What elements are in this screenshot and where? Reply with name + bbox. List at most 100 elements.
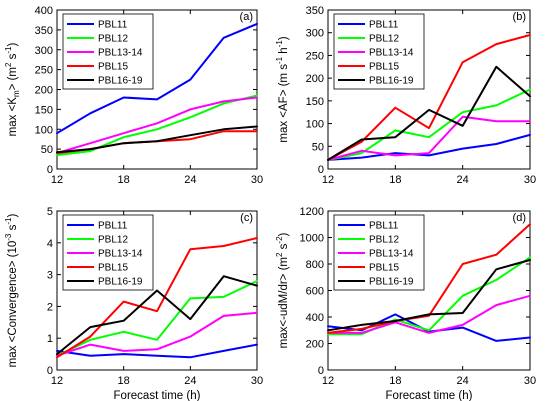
series-line-pbl12 <box>327 88 531 161</box>
series-line-pbl12 <box>56 94 258 157</box>
series-line-pbl15 <box>56 237 258 359</box>
panel-a: 0 50 100 150 200 250 300 350 400 12 18 24 30 (a) max <… <box>4 5 263 186</box>
y-tick-label: 100 <box>35 124 53 136</box>
series-line-pbl16-19 <box>327 65 531 161</box>
x-axis-label: Forecast time (h) <box>386 390 473 401</box>
legend-label: PBL12 <box>98 34 128 45</box>
y-tick-label: 350 <box>35 25 53 37</box>
x-tick-label: 18 <box>389 375 401 387</box>
series-line-pbl11 <box>327 133 531 161</box>
y-axis-label-part: ) <box>278 232 290 236</box>
legend-label: PBL13-14 <box>369 249 414 260</box>
y-tick-label: 150 <box>306 96 324 108</box>
legend-label: PBL16-19 <box>369 277 414 288</box>
legend-label: PBL15 <box>98 263 128 274</box>
y-tick-label: 250 <box>306 50 324 62</box>
y-tick-label: 3 <box>47 270 53 282</box>
y-axis-label-part: -1 <box>275 56 284 64</box>
legend: PBL11 PBL12 PBL13-14 PBL15 PBL16-19 <box>62 214 154 291</box>
legend: PBL11 PBL12 PBL13-14 PBL15 PBL16-19 <box>333 214 425 291</box>
y-axis-label-part: -1 <box>275 40 284 48</box>
legend-label: PBL12 <box>369 235 399 246</box>
legend-label: PBL15 <box>369 62 399 73</box>
x-tick-label: 12 <box>322 375 334 387</box>
y-tick-label: 50 <box>41 144 53 156</box>
y-axis-label-part: m <box>12 90 21 97</box>
series-line-pbl11 <box>327 313 531 342</box>
legend-label: PBL11 <box>98 221 128 232</box>
x-tick-label: 24 <box>457 375 469 387</box>
legend-label: PBL13-14 <box>369 48 414 59</box>
y-axis-label-part: -1 <box>4 217 13 225</box>
y-tick-label: 4 <box>47 238 53 250</box>
x-tick-label: 30 <box>251 174 263 186</box>
plot-frame <box>56 210 258 371</box>
x-tick-label: 24 <box>457 174 469 186</box>
y-axis-label: max <Convergence> (10-3 s-1) <box>4 214 19 368</box>
y-tick-label: 400 <box>35 5 53 17</box>
y-axis-label-part: 2 <box>275 252 284 257</box>
legend-label: PBL11 <box>369 221 399 232</box>
x-tick-label: 30 <box>524 174 536 186</box>
y-tick-label: 150 <box>35 104 53 116</box>
y-tick-label: 50 <box>312 141 324 153</box>
series-line-pbl11 <box>56 22 258 135</box>
series-line-pbl13-14 <box>327 294 531 334</box>
x-tick-label: 24 <box>184 375 196 387</box>
y-axis-label-part: -1 <box>4 46 13 54</box>
y-axis-label-part: ) <box>278 36 290 40</box>
y-tick-label: 0 <box>318 164 324 176</box>
legend-label: PBL11 <box>369 20 399 31</box>
series-line-pbl13-14 <box>327 115 531 161</box>
y-tick-label: 350 <box>306 5 324 17</box>
series-line-pbl16-19 <box>56 125 258 154</box>
x-tick-label: 18 <box>389 174 401 186</box>
x-tick-label: 30 <box>251 375 263 387</box>
y-axis-label-part: -3 <box>4 233 13 241</box>
y-tick-label: 1 <box>47 333 53 345</box>
panel-b: 0 50 100 150 200 250 300 350 12 18 24 30 (b) max <AF>… <box>275 5 536 186</box>
series-line-pbl15 <box>327 34 531 161</box>
x-tick-label: 18 <box>118 375 130 387</box>
y-axis-label-part: -2 <box>275 236 284 244</box>
y-axis-label: max <AF> (m s-1 h-1) <box>275 36 290 142</box>
legend-label: PBL16-19 <box>98 76 143 87</box>
y-axis-label: max<-udM/dr> (m2 s-2) <box>275 232 290 348</box>
legend-label: PBL16-19 <box>98 277 143 288</box>
legend-label: PBL16-19 <box>369 76 414 87</box>
panel-d: 0 200 400 600 800 1000 1200 12 18 24 30 (d) max<-udM… <box>275 206 536 401</box>
y-axis-label-part: max <AF> (m s <box>278 64 290 143</box>
y-tick-label: 1200 <box>300 206 324 218</box>
y-tick-label: 0 <box>47 365 53 377</box>
panel-letter: (c) <box>240 212 253 224</box>
y-tick-label: 250 <box>35 65 53 77</box>
series-line-pbl12 <box>327 256 531 336</box>
y-tick-label: 100 <box>306 119 324 131</box>
x-tick-label: 18 <box>118 174 130 186</box>
y-tick-label: 2 <box>47 301 53 313</box>
panel-letter: (b) <box>513 11 526 23</box>
legend-label: PBL13-14 <box>98 249 143 260</box>
y-tick-label: 200 <box>306 73 324 85</box>
y-tick-label: 800 <box>306 259 324 271</box>
legend-label: PBL11 <box>98 20 128 31</box>
panel-letter: (d) <box>513 212 526 224</box>
x-tick-label: 12 <box>51 174 63 186</box>
y-tick-label: 400 <box>306 312 324 324</box>
series-line-pbl16-19 <box>56 275 258 356</box>
y-axis-label-part: ) <box>7 43 19 47</box>
y-axis-label-part: 2 <box>4 62 13 67</box>
y-axis-label-part: s <box>7 224 19 233</box>
x-tick-label: 24 <box>184 174 196 186</box>
y-tick-label: 300 <box>306 28 324 40</box>
y-tick-label: 5 <box>47 206 53 218</box>
series-line-pbl13-14 <box>56 96 258 155</box>
legend-label: PBL12 <box>369 34 399 45</box>
panel-letter: (a) <box>240 11 253 23</box>
x-tick-label: 12 <box>51 375 63 387</box>
series-line-pbl15 <box>327 223 531 334</box>
legend-label: PBL15 <box>98 62 128 73</box>
x-axis-label: Forecast time (h) <box>114 390 201 401</box>
